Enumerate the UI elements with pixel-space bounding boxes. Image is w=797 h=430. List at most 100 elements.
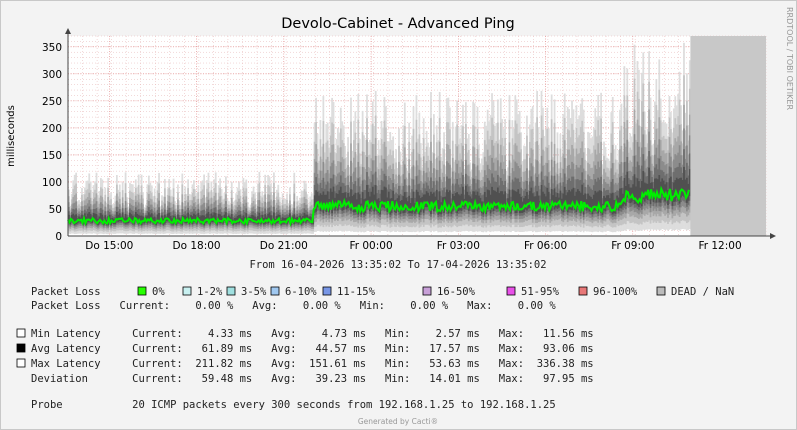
latency-band-bar [475,195,477,207]
latency-band-bar [483,192,486,210]
y-tick-label: 150 [42,150,62,162]
loss-legend-label: Packet Loss [31,286,101,298]
loss-swatch [226,286,236,296]
latency-band-bar [629,187,632,204]
latency-band-bar [590,196,592,212]
latency-band-bar [335,193,338,208]
latency-band-bar [459,195,461,211]
latency-band-bar [190,215,192,222]
latency-band-bar [385,187,387,208]
loss-label: 11-15% [337,286,376,298]
latency-band-bar [496,187,499,209]
latency-band-bar [425,191,428,208]
latency-band-bar [339,186,342,207]
latency-band-bar [382,190,384,207]
latency-band-bar [220,215,223,223]
latency-band-bar [315,190,317,212]
latency-band-bar [200,215,203,224]
latency-band-bar [94,213,96,222]
latency-band-bar [72,213,75,223]
latency-band-bar [273,212,275,223]
latency-band-bar [491,186,493,209]
latency-band-bar [418,195,421,215]
latency-band-bar [197,212,200,221]
latency-band-bar [550,188,553,211]
latency-band-bar [616,195,618,207]
latency-band-bar [405,197,408,210]
x-axis-arrow [770,233,776,239]
latency-band-bar [670,176,672,196]
latency-band-bar [323,194,326,208]
latency-band-bar [134,212,137,221]
latency-band-bar [81,214,83,222]
latency-band-bar [515,191,518,213]
latency-band-bar [201,215,204,224]
latency-band-bar [435,189,438,207]
latency-band-bar [562,193,565,213]
time-range: From 16-04-2026 13:35:02 To 17-04-2026 1… [249,259,546,271]
latency-band-bar [494,190,496,208]
latency-band-bar [581,184,584,206]
x-tick-labels: Do 15:00 Do 18:00 Do 21:00 Fr 00:00 Fr 03:00… [85,240,741,252]
latency-band-bar [658,175,661,203]
latency-band-bar [568,189,570,210]
latency-band-bar [592,194,595,212]
latency-band-bar [158,212,160,223]
latency-band-bar [411,198,413,214]
loss-label: 0% [152,286,165,298]
latency-band-bar [454,193,457,210]
y-tick-label: 50 [49,204,62,216]
latency-band-bar [478,195,480,210]
latency-band-bar [574,195,576,211]
loss-swatch [270,286,280,296]
latency-band-bar [398,195,400,212]
latency-band-bar [662,180,665,199]
latency-band-bar [147,212,150,222]
latency-band-bar [498,193,501,208]
latency-band-bar [251,214,253,222]
loss-label: 1-2% [197,286,223,298]
latency-band-bar [152,217,155,224]
latency-band-bar [236,215,239,224]
latency-band-bar [540,185,543,208]
chart-title: Devolo-Cabinet - Advanced Ping [281,16,515,32]
latency-band-bar [447,192,450,214]
latency-band-bar [118,213,121,222]
median-line [67,185,690,227]
latency-band-bar [168,212,171,222]
latency-band-bar [316,191,319,208]
latency-band-bar [683,166,685,197]
latency-band-bar [432,192,435,212]
loss-label: 16-50% [437,286,476,298]
latency-band-bar [213,212,216,222]
latency-band-bar [448,190,451,211]
latency-band-bar [193,213,195,223]
latency-band-bar [347,193,349,209]
latency-band-bar [633,174,636,204]
latency-band-bar [636,178,639,206]
latency-band-bar [610,193,613,213]
latency-band-bar [322,191,325,214]
latency-band-bar [219,214,221,224]
latency-band-bar [319,193,322,212]
latency-band-bar [306,214,309,221]
latency-band-bar [376,199,379,212]
probe-info: Probe 20 ICMP packets every 300 seconds … [31,399,556,411]
latency-band-bar [178,217,181,223]
latency-band-bar [358,194,361,210]
loss-label: DEAD / NaN [671,286,734,298]
loss-legend-items: 0% 1-2% 3-5% 6-10% 11-15% 16-50% 51-95% 96-100%… [137,286,734,298]
latency-band-bar [387,191,390,206]
rrdtool-side-label: RRDTOOL / TOBI OETIKER [785,7,794,110]
loss-swatch [578,286,588,296]
latency-band-bar [161,215,163,222]
no-data-region [690,36,766,236]
latency-band-bar [688,169,691,197]
x-tick-label: Fr 00:00 [349,240,392,252]
latency-band-bar [194,214,197,222]
x-tick-label: Fr 03:00 [437,240,480,252]
latency-band-bar [409,203,412,214]
latency-band-bar [559,190,562,207]
latency-band-bar [88,212,91,222]
latency-band-bar [129,212,131,221]
